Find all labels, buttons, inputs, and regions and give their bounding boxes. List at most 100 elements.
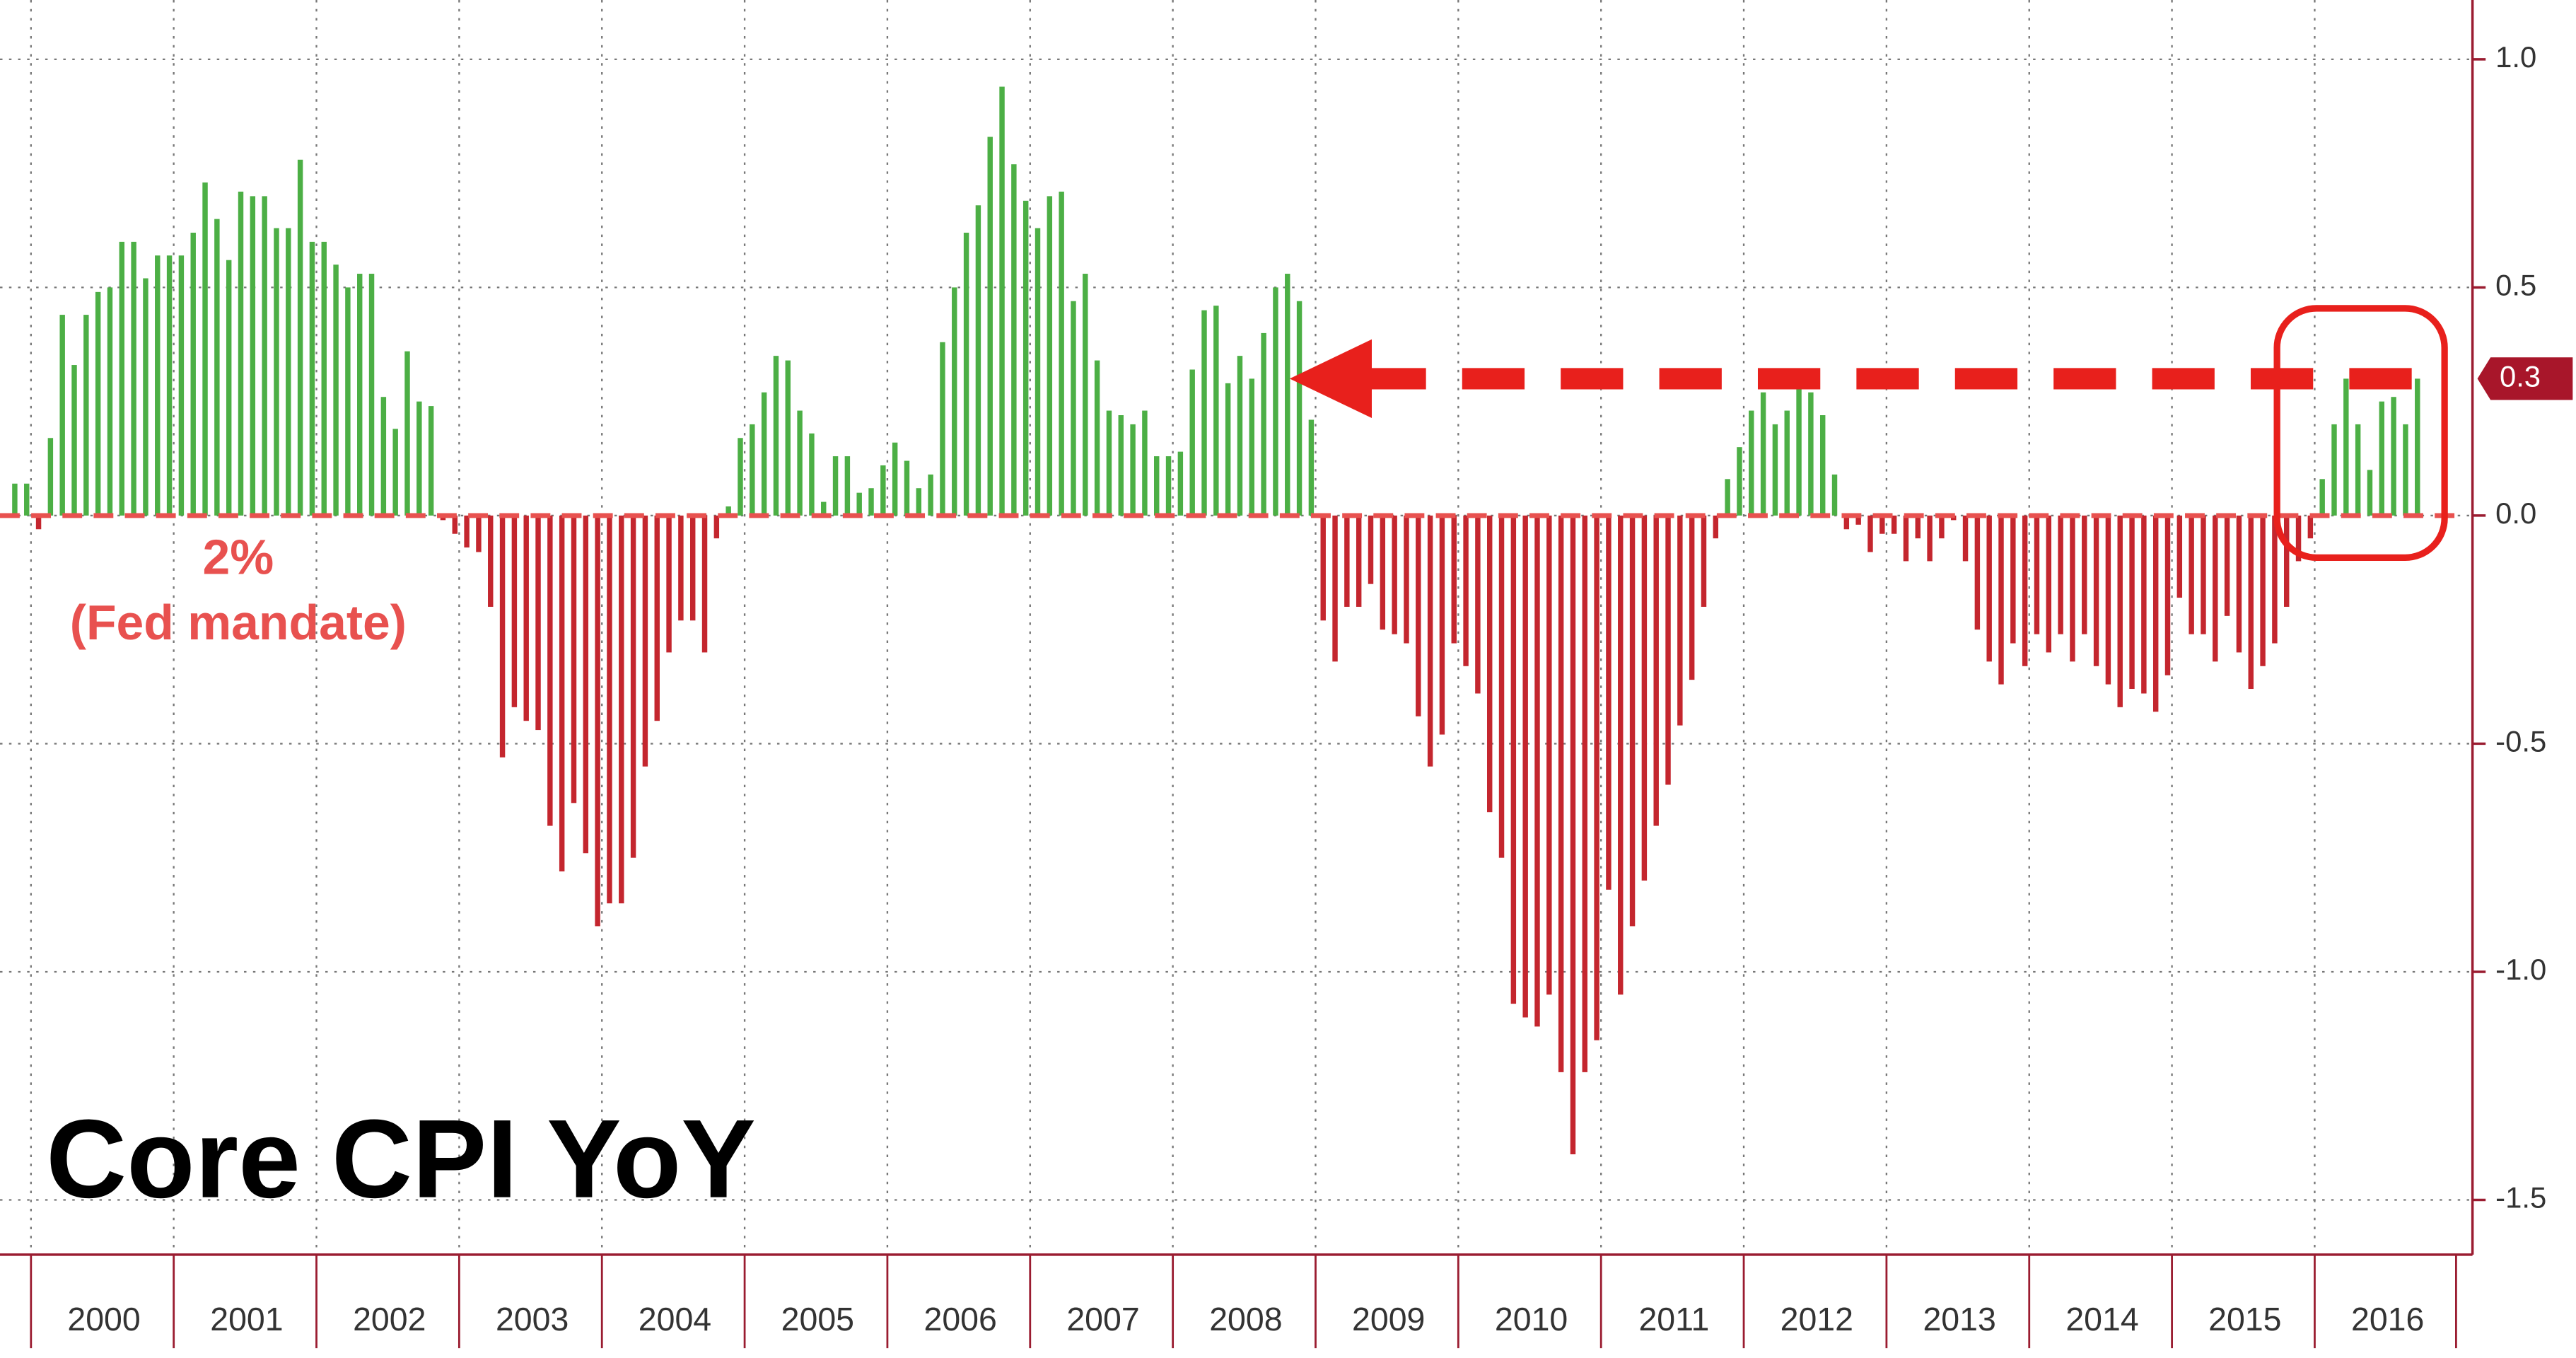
x-tick-label: 2001: [210, 1301, 283, 1337]
bar: [297, 159, 303, 516]
bar: [1867, 515, 1873, 552]
bar: [1546, 515, 1552, 995]
bar: [952, 287, 957, 516]
bar: [666, 515, 672, 653]
bar: [1011, 164, 1017, 516]
bar: [1986, 515, 1992, 662]
bar: [2058, 515, 2063, 634]
bar: [1475, 515, 1481, 694]
annotation: (Fed mandate): [70, 595, 407, 650]
bar: [1831, 474, 1838, 516]
bar: [1320, 515, 1326, 621]
bar: [1189, 369, 1195, 516]
bar: [238, 191, 244, 516]
bar: [2295, 515, 2302, 562]
bar: [2319, 479, 2325, 516]
x-tick-label: 2003: [496, 1301, 569, 1337]
bar: [214, 219, 220, 516]
bar: [1974, 515, 1981, 630]
x-tick-label: 2011: [1638, 1301, 1709, 1337]
bar: [1463, 515, 1469, 666]
bar: [1855, 515, 1861, 525]
bar: [333, 265, 339, 516]
bar: [178, 255, 185, 516]
bar: [797, 410, 803, 516]
bar: [357, 274, 363, 516]
bar: [2307, 515, 2314, 539]
bar: [856, 492, 862, 516]
bar: [713, 515, 720, 539]
bar: [1296, 301, 1302, 516]
bar: [880, 465, 886, 516]
bar: [2224, 515, 2230, 616]
bar: [975, 205, 981, 516]
bar: [392, 429, 398, 516]
bar: [2046, 515, 2052, 653]
arrow-head: [1289, 339, 1372, 419]
bar: [1486, 515, 1493, 813]
bar: [2379, 401, 2385, 516]
bar: [1094, 360, 1100, 516]
bar: [1796, 388, 1802, 516]
bar: [2367, 470, 2373, 516]
bar: [428, 406, 434, 516]
bar: [107, 287, 113, 516]
y-tick-label: -1.5: [2495, 1181, 2546, 1214]
bar: [368, 274, 375, 516]
bar: [654, 515, 660, 721]
y-tick-label: 0.0: [2495, 497, 2536, 530]
bar: [2141, 515, 2147, 694]
bars: [12, 86, 2420, 1155]
bar: [2152, 515, 2159, 712]
x-tick-label: 2010: [1495, 1301, 1568, 1337]
last-value-label: 0.3: [2500, 359, 2541, 393]
bar: [1118, 415, 1124, 516]
bar: [2391, 397, 2396, 516]
bar: [2034, 515, 2040, 634]
bar: [1035, 228, 1041, 516]
bar: [1498, 515, 1505, 858]
bar: [1915, 515, 1921, 539]
annotation: 2%: [203, 529, 274, 584]
bar: [2093, 515, 2099, 666]
bar: [1903, 515, 1909, 562]
bar: [35, 515, 42, 530]
bar: [1772, 424, 1778, 516]
bar: [262, 196, 267, 516]
bar: [2403, 424, 2408, 516]
bar: [642, 515, 648, 767]
bar: [738, 438, 743, 516]
x-tick-label: 2009: [1352, 1301, 1425, 1337]
x-tick-label: 2015: [2208, 1301, 2281, 1337]
bar: [2117, 515, 2123, 707]
bar: [1427, 515, 1433, 767]
bar: [1071, 301, 1076, 516]
bar: [2164, 515, 2171, 675]
bar: [2201, 515, 2206, 634]
bar: [547, 515, 553, 826]
bar: [1998, 515, 2004, 685]
x-tick-label: 2002: [353, 1301, 426, 1337]
bar: [1201, 310, 1207, 516]
bar: [1629, 515, 1636, 927]
bar: [309, 241, 315, 516]
bar: [1225, 383, 1231, 516]
bar: [1641, 515, 1648, 881]
bar: [607, 515, 612, 904]
last-value-box: [2477, 357, 2573, 400]
bar: [559, 515, 565, 872]
bar: [689, 515, 696, 621]
bar: [928, 474, 933, 516]
bar: [2070, 515, 2075, 662]
bar: [2331, 424, 2337, 516]
bar: [1570, 515, 1576, 1155]
bar: [1784, 410, 1790, 516]
bar: [1022, 200, 1029, 516]
bar: [2189, 515, 2194, 634]
bar: [274, 228, 279, 516]
bar: [1356, 515, 1362, 607]
bar: [1843, 515, 1850, 530]
bar: [1213, 306, 1219, 516]
bar: [999, 86, 1005, 516]
